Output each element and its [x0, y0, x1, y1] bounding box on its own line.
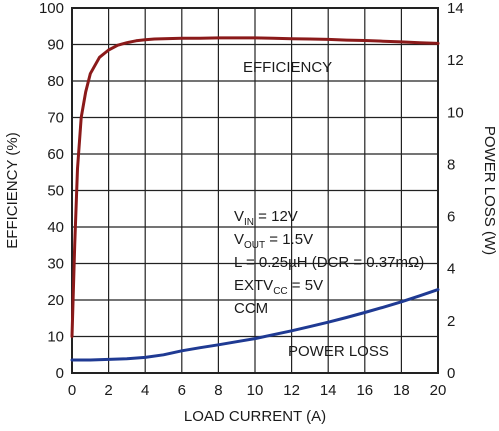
power-loss-series-label: POWER LOSS	[288, 343, 389, 360]
grid	[72, 8, 438, 373]
efficiency-series-label: EFFICIENCY	[243, 59, 332, 76]
y-left-tick-label: 20	[47, 292, 64, 309]
x-axis-title: LOAD CURRENT (A)	[184, 408, 326, 425]
y-right-tick-label: 8	[447, 156, 455, 173]
condition-line: CCM	[234, 300, 268, 317]
y-left-tick-label: 0	[56, 365, 64, 382]
x-tick-label: 6	[178, 382, 186, 399]
y-right-tick-label: 4	[447, 261, 455, 278]
y-left-tick-label: 40	[47, 219, 64, 236]
x-tick-label: 14	[320, 382, 337, 399]
x-tick-label: 18	[393, 382, 410, 399]
x-tick-label: 2	[104, 382, 112, 399]
series-layer	[70, 36, 440, 362]
y-right-tick-label: 2	[447, 313, 455, 330]
y-right-tick-label: 6	[447, 209, 455, 226]
y-right-tick-label: 14	[447, 0, 464, 17]
x-tick-label: 0	[68, 382, 76, 399]
condition-line: VIN = 12V	[234, 208, 298, 228]
y-left-tick-label: 70	[47, 110, 64, 127]
x-tick-labels: 0 2 4 6 8 10 12 14 16 18 20	[68, 382, 447, 399]
y-right-axis-title: POWER LOSS (W)	[481, 126, 498, 255]
y-left-tick-label: 60	[47, 146, 64, 163]
condition-line: EXTVCC = 5V	[234, 277, 323, 297]
y-left-axis-title: EFFICIENCY (%)	[4, 132, 21, 248]
x-tick-label: 20	[430, 382, 447, 399]
efficiency-line	[70, 36, 440, 338]
x-tick-label: 10	[247, 382, 264, 399]
y-right-tick-labels: 0 2 4 6 8 10 12 14	[447, 0, 464, 382]
x-tick-label: 12	[283, 382, 300, 399]
y-right-tick-label: 0	[447, 365, 455, 382]
y-right-tick-label: 10	[447, 104, 464, 121]
y-left-tick-label: 50	[47, 183, 64, 200]
y-left-tick-label: 100	[39, 0, 64, 17]
condition-line: VOUT = 1.5V	[234, 231, 313, 251]
x-tick-label: 4	[141, 382, 149, 399]
y-left-tick-label: 80	[47, 73, 64, 90]
plot-frame	[71, 7, 439, 374]
x-tick-label: 16	[356, 382, 373, 399]
y-left-tick-label: 10	[47, 329, 64, 346]
power-loss-line	[70, 288, 440, 362]
condition-line: L = 0.25µH (DCR = 0.37mΩ)	[234, 254, 424, 271]
test-conditions-block: VIN = 12V VOUT = 1.5V L = 0.25µH (DCR = 0.…	[234, 208, 424, 317]
y-left-tick-label: 30	[47, 256, 64, 273]
y-right-tick-label: 12	[447, 52, 464, 69]
x-tick-label: 8	[214, 382, 222, 399]
y-left-tick-label: 90	[47, 37, 64, 54]
y-left-tick-labels: 0 10 20 30 40 50 60 70 80 90 100	[39, 0, 64, 382]
